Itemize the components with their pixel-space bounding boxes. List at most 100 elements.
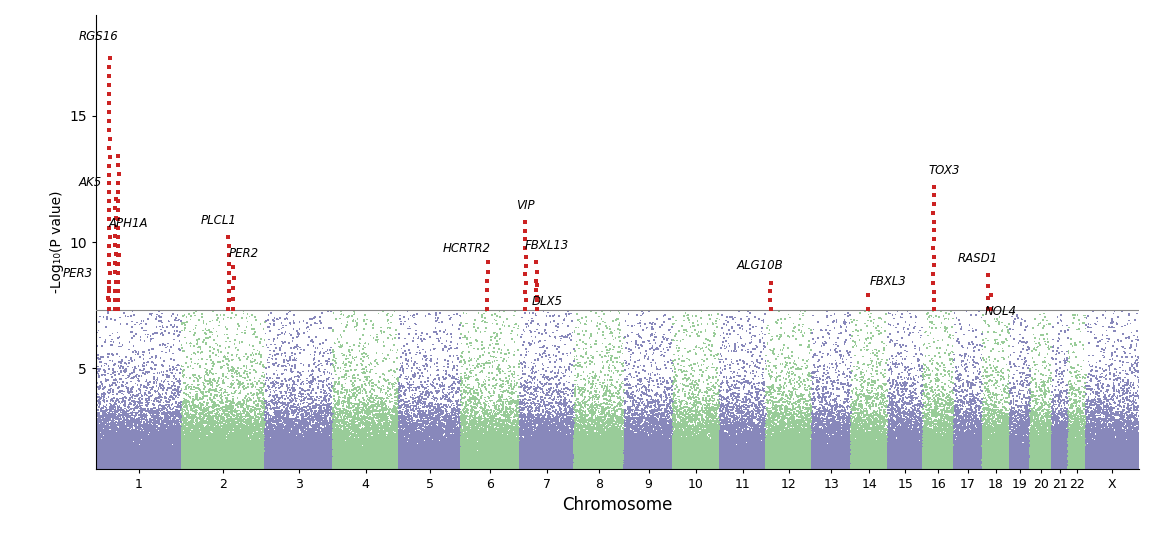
Point xyxy=(406,465,425,474)
Point xyxy=(332,444,351,453)
Point xyxy=(448,443,466,451)
Point xyxy=(376,415,395,424)
Point xyxy=(777,451,795,460)
Point xyxy=(1084,421,1102,430)
Point xyxy=(1010,464,1028,473)
Point xyxy=(208,327,226,336)
Point xyxy=(856,460,875,468)
Point xyxy=(604,456,622,465)
Point xyxy=(518,454,537,463)
Point xyxy=(1082,460,1101,468)
Point xyxy=(842,367,861,375)
Point xyxy=(132,449,150,457)
Point xyxy=(436,464,455,473)
Point xyxy=(786,463,804,472)
Point xyxy=(542,453,561,462)
Point xyxy=(358,405,376,414)
Point xyxy=(960,456,979,465)
Point xyxy=(850,447,869,456)
Point xyxy=(204,421,223,429)
Point xyxy=(330,453,349,462)
Point xyxy=(187,464,205,472)
Point xyxy=(224,457,242,466)
Point xyxy=(652,380,670,388)
Point xyxy=(292,463,310,472)
Point xyxy=(1067,434,1086,443)
Point xyxy=(624,450,643,458)
Point xyxy=(958,428,976,437)
Point xyxy=(975,460,994,468)
Point xyxy=(1061,464,1079,472)
Point xyxy=(927,453,945,461)
Point xyxy=(567,437,585,446)
Point xyxy=(835,464,854,473)
Point xyxy=(415,447,434,455)
Point xyxy=(385,461,404,469)
Point xyxy=(145,462,164,470)
Point xyxy=(448,461,466,469)
Point xyxy=(559,460,577,469)
Point xyxy=(912,458,930,467)
Point xyxy=(312,441,330,450)
Point xyxy=(290,456,308,464)
Point xyxy=(426,433,444,441)
Point xyxy=(795,454,814,462)
Point xyxy=(939,437,958,445)
Point xyxy=(387,429,405,437)
Point xyxy=(319,444,337,453)
Point xyxy=(155,440,173,448)
Point xyxy=(440,457,458,466)
Point xyxy=(514,416,532,425)
Point xyxy=(305,435,323,443)
Point xyxy=(535,427,554,435)
Point xyxy=(231,439,249,448)
Point xyxy=(381,447,399,456)
Point xyxy=(839,391,857,400)
Point xyxy=(598,463,616,471)
Point xyxy=(1089,458,1108,467)
Point xyxy=(347,456,366,465)
Point xyxy=(320,450,338,459)
Point xyxy=(790,445,809,454)
Point xyxy=(673,416,691,425)
Point xyxy=(687,441,705,450)
Point xyxy=(175,447,194,456)
Point xyxy=(728,338,747,347)
Point xyxy=(165,365,183,374)
Point xyxy=(1052,464,1071,472)
Point xyxy=(104,461,122,469)
Point xyxy=(550,447,569,455)
Point xyxy=(335,461,353,470)
Point xyxy=(1127,411,1146,420)
Point xyxy=(1063,462,1081,471)
Point xyxy=(893,440,912,449)
Point xyxy=(282,458,300,467)
Point xyxy=(968,441,987,449)
Point xyxy=(92,454,111,463)
Point xyxy=(559,449,577,457)
Point xyxy=(1009,457,1027,465)
Point xyxy=(1080,447,1099,455)
Point xyxy=(1101,460,1119,468)
Point xyxy=(710,440,728,449)
Point xyxy=(1077,456,1095,464)
Point xyxy=(452,457,471,465)
Point xyxy=(987,433,1005,441)
Point xyxy=(470,433,488,442)
Point xyxy=(1034,427,1052,436)
Point xyxy=(193,419,211,428)
Point xyxy=(1065,454,1084,463)
Point xyxy=(782,451,801,460)
Point xyxy=(766,355,785,363)
Point xyxy=(99,454,118,463)
Point xyxy=(477,443,495,452)
Point xyxy=(181,446,200,454)
Point xyxy=(87,458,105,467)
Point xyxy=(292,438,310,447)
Point xyxy=(182,448,201,457)
Point xyxy=(1093,442,1111,451)
Point xyxy=(137,457,156,466)
Point xyxy=(721,447,740,456)
Point xyxy=(952,435,971,444)
Point xyxy=(847,454,866,463)
